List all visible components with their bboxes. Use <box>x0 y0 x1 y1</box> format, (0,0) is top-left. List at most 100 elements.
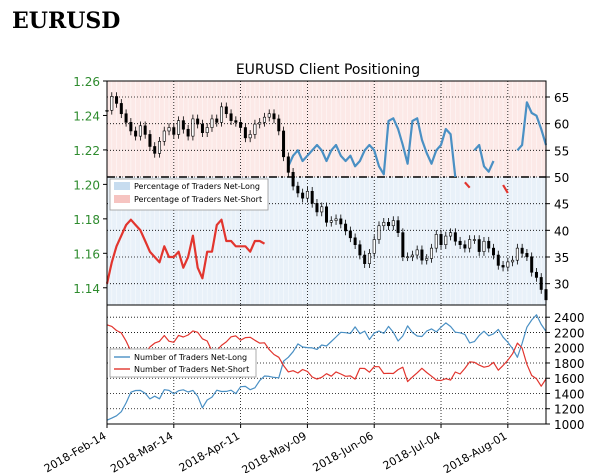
top-legend-box <box>109 178 269 211</box>
price-candle <box>530 256 534 273</box>
price-tick-label: 1.16 <box>73 247 100 261</box>
price-tick-label: 1.26 <box>73 75 100 89</box>
count-tick-label: 2400 <box>554 311 585 325</box>
price-candle <box>262 116 266 123</box>
x-tick-label: 2018-Feb-14 <box>42 429 109 473</box>
top-legend-label: Percentage of Traders Net-Long <box>134 182 260 191</box>
price-candle <box>191 118 195 137</box>
top-chart-title: EURUSD Client Positioning <box>236 62 420 78</box>
price-candle <box>334 218 338 221</box>
price-candle <box>377 225 381 240</box>
price-candle <box>148 134 152 147</box>
price-tick-label: 1.24 <box>73 109 100 123</box>
count-tick-label: 1400 <box>554 387 585 401</box>
price-candle <box>267 113 271 118</box>
price-candle <box>253 123 257 135</box>
price-candle <box>353 237 357 245</box>
count-tick-label: 2000 <box>554 342 585 356</box>
price-candle <box>243 127 247 139</box>
price-candle <box>492 247 496 256</box>
price-candle <box>234 120 238 123</box>
price-candle <box>181 120 185 130</box>
price-candle <box>425 258 429 261</box>
price-candle <box>458 240 462 245</box>
price-candle <box>119 103 123 115</box>
bottom-legend-label: Number of Traders Net-Long <box>134 353 247 362</box>
bottom-panel-frame <box>106 304 547 425</box>
x-tick-label: 2018-Apr-11 <box>177 429 242 473</box>
price-candle <box>472 239 476 241</box>
top-legend: Percentage of Traders Net-Long Percentage… <box>109 178 269 211</box>
price-candle <box>324 206 328 223</box>
price-candle <box>406 256 410 259</box>
price-candle <box>177 120 181 135</box>
price-candle <box>167 127 171 132</box>
price-candle <box>420 249 424 261</box>
net-short-percent-line <box>105 181 509 284</box>
price-candle <box>301 192 305 199</box>
percent-tick-label: 30 <box>554 278 569 292</box>
price-candle <box>515 247 519 261</box>
price-candle <box>429 247 433 259</box>
price-candle <box>444 235 448 245</box>
price-candle <box>286 156 290 173</box>
price-candle <box>539 277 543 290</box>
price-candle <box>258 122 262 125</box>
price-candle <box>396 220 400 233</box>
price-candle <box>344 223 348 232</box>
price-candle <box>215 118 219 123</box>
price-tick-label: 1.20 <box>73 178 100 192</box>
price-candle <box>138 125 142 137</box>
price-candle <box>496 254 500 266</box>
price-candle <box>320 206 324 213</box>
top-legend-label: Percentage of Traders Net-Short <box>134 195 262 204</box>
x-tick-label: 2018-Jul-04 <box>381 429 443 472</box>
price-candle <box>410 254 414 258</box>
price-candle <box>372 239 376 254</box>
price-candle <box>115 96 119 104</box>
price-candle <box>482 240 486 252</box>
x-tick-labels: 2018-Feb-14 2018-Mar-14 2018-Apr-112018-Ma… <box>42 424 509 473</box>
percent-tick-label: 45 <box>554 198 569 212</box>
price-candle <box>506 261 510 268</box>
price-candle <box>291 172 295 187</box>
price-candle <box>434 234 438 249</box>
price-candle <box>186 128 190 137</box>
net-short-count-line <box>106 324 547 387</box>
price-tick-label: 1.18 <box>73 213 100 227</box>
price-candle <box>282 130 286 158</box>
price-candle <box>534 271 538 278</box>
price-candle <box>143 125 147 135</box>
price-tick-label: 1.22 <box>73 144 100 158</box>
percent-tick-label: 40 <box>554 224 569 238</box>
price-candle <box>134 130 138 137</box>
x-tick-label: 2018-Mar-14 <box>108 429 175 473</box>
price-candle <box>453 232 457 242</box>
price-candle <box>248 134 252 139</box>
price-candle <box>501 265 505 268</box>
price-candle <box>157 141 161 154</box>
net-long-percent-line <box>287 101 548 178</box>
count-tick-label: 2200 <box>554 326 585 340</box>
percent-tick-label: 35 <box>554 251 569 265</box>
top-panel-series <box>105 92 548 305</box>
price-candle <box>477 239 481 252</box>
price-candle <box>367 253 371 264</box>
price-candle <box>449 232 453 237</box>
page-title: EURUSD <box>12 8 121 34</box>
price-candle <box>229 113 233 121</box>
price-candle <box>296 185 300 194</box>
x-tick-label: 2018-Aug-01 <box>441 429 509 473</box>
price-candle <box>391 220 395 227</box>
price-candle <box>200 123 204 133</box>
top-legend-swatch <box>114 182 130 190</box>
price-candle <box>239 122 243 128</box>
price-candle <box>415 249 419 256</box>
price-candle <box>511 259 515 263</box>
count-tick-label: 1000 <box>554 418 585 432</box>
price-candle <box>124 113 128 123</box>
price-candle <box>310 190 314 204</box>
bottom-panel-grid <box>106 305 546 425</box>
price-candle <box>210 118 214 128</box>
